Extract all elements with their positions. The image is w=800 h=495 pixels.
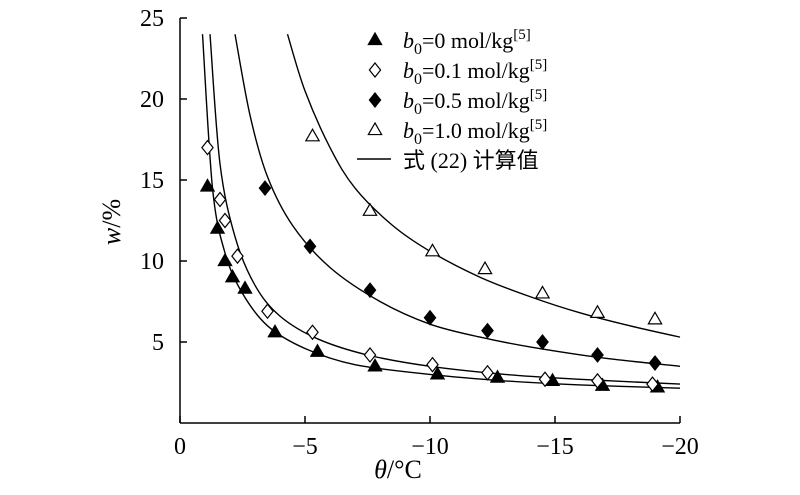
data-point-marker [217, 252, 233, 267]
legend-marker [368, 62, 382, 78]
y-tick-label: 10 [140, 249, 164, 275]
fit-curve-line [234, 34, 681, 367]
data-point-marker [647, 311, 663, 325]
data-point-marker [646, 376, 659, 393]
data-point-marker [261, 303, 274, 320]
data-point-marker [589, 304, 606, 318]
x-ticks: 0 −5 −10 −15 −20 [174, 416, 699, 460]
data-point-marker [362, 202, 378, 216]
data-point-marker [258, 180, 272, 197]
y-axis-label: w/% [97, 199, 126, 245]
data-point-marker [481, 322, 494, 339]
data-point-marker [231, 248, 244, 265]
y-tick-label: 15 [140, 168, 164, 194]
data-point-marker [237, 280, 253, 294]
x-axis-label: θ/°C [374, 455, 422, 484]
legend-label: b0=0.5 mol/kg[5] [403, 87, 547, 118]
data-point-marker [648, 355, 662, 372]
fit-curve-line [201, 34, 681, 389]
x-tick-label: −5 [292, 434, 318, 460]
data-point-marker [209, 220, 226, 234]
data-point-marker [309, 343, 326, 357]
data-point-marker [534, 285, 551, 299]
data-point-marker [591, 372, 604, 389]
data-point-marker [426, 356, 439, 373]
data-point-marker [213, 191, 227, 208]
legend-marker [367, 121, 383, 136]
data-point-marker [267, 324, 283, 338]
data-point-marker [538, 371, 552, 388]
data-point-marker [304, 128, 321, 142]
data-point-marker [591, 346, 604, 363]
legend-marker [368, 92, 382, 108]
data-point-marker [306, 324, 319, 341]
x-tick-label: −10 [411, 434, 449, 460]
x-tick-label: −15 [536, 434, 574, 460]
data-point-marker [481, 364, 494, 381]
legend-label: b0=0 mol/kg[5] [403, 27, 531, 58]
x-tick-label: −20 [661, 434, 699, 460]
data-point-marker [363, 282, 377, 299]
legend: b0=0 mol/kg[5]b0=0.1 mol/kg[5]b0=0.5 mol… [357, 27, 547, 173]
data-point-marker [367, 358, 383, 372]
data-point-marker [423, 309, 437, 326]
legend-label: 式 (22) 计算值 [403, 148, 539, 173]
data-point-marker [429, 366, 446, 380]
data-point-marker [201, 139, 214, 156]
fit-curve-line [209, 34, 681, 385]
data-point-marker [489, 369, 506, 383]
legend-label: b0=0.1 mol/kg[5] [403, 57, 547, 88]
data-point-marker [363, 346, 377, 363]
y-tick-label: 5 [152, 330, 164, 356]
data-point-marker [424, 243, 441, 257]
data-point-marker [477, 260, 493, 275]
y-ticks: 5 10 15 20 25 [140, 6, 187, 356]
x-tick-label: 0 [174, 434, 186, 460]
y-tick-label: 20 [140, 87, 164, 113]
data-point-marker [536, 334, 549, 350]
legend-marker [367, 31, 383, 46]
data-point-marker [218, 212, 232, 229]
legend-label: b0=1.0 mol/kg[5] [403, 117, 547, 148]
data-point-marker [199, 178, 216, 192]
data-markers [199, 128, 666, 393]
data-point-marker [224, 268, 241, 283]
data-point-marker [303, 238, 317, 255]
y-tick-label: 25 [140, 6, 164, 32]
